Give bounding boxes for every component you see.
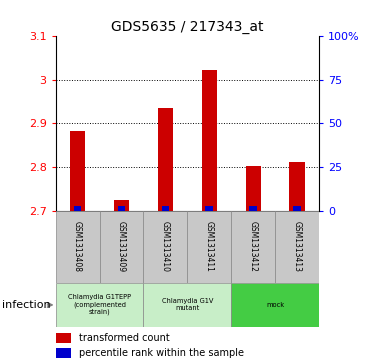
Bar — [70, 131, 85, 211]
Bar — [144, 283, 231, 327]
Bar — [56, 333, 72, 343]
Text: GSM1313413: GSM1313413 — [293, 221, 302, 272]
Title: GDS5635 / 217343_at: GDS5635 / 217343_at — [111, 20, 264, 34]
Bar — [99, 211, 144, 283]
Bar — [158, 108, 173, 211]
Text: Chlamydia G1V
mutant: Chlamydia G1V mutant — [162, 298, 213, 311]
Bar — [246, 166, 261, 211]
Bar — [114, 200, 129, 211]
Bar — [187, 211, 231, 283]
Text: mock: mock — [266, 302, 284, 308]
Bar — [249, 206, 257, 211]
Bar — [293, 206, 301, 211]
Bar — [56, 211, 99, 283]
Bar — [231, 211, 275, 283]
Text: GSM1313411: GSM1313411 — [205, 221, 214, 272]
Bar — [289, 162, 305, 211]
Bar — [74, 206, 82, 211]
Text: GSM1313409: GSM1313409 — [117, 221, 126, 272]
Text: infection: infection — [2, 300, 50, 310]
Text: transformed count: transformed count — [79, 334, 170, 343]
Bar — [231, 283, 319, 327]
Bar — [56, 348, 72, 358]
Bar — [201, 70, 217, 211]
Text: GSM1313410: GSM1313410 — [161, 221, 170, 272]
Text: percentile rank within the sample: percentile rank within the sample — [79, 348, 244, 358]
Text: Chlamydia G1TEPP
(complemented
strain): Chlamydia G1TEPP (complemented strain) — [68, 294, 131, 315]
Bar — [161, 206, 169, 211]
Bar — [144, 211, 187, 283]
Bar — [206, 206, 213, 211]
Bar — [56, 283, 144, 327]
Text: GSM1313408: GSM1313408 — [73, 221, 82, 272]
Text: GSM1313412: GSM1313412 — [249, 221, 258, 272]
Bar — [275, 211, 319, 283]
Bar — [118, 206, 125, 211]
